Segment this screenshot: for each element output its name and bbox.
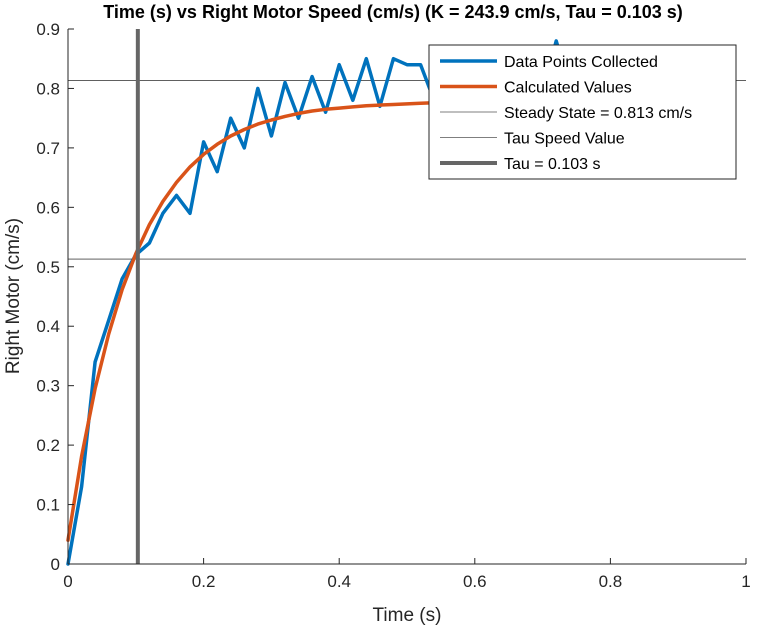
legend-steady-state-label: Steady State = 0.813 cm/s — [504, 105, 692, 122]
y-tick-label: 0.6 — [36, 198, 60, 217]
x-tick-label: 0.2 — [192, 572, 216, 591]
y-tick-label: 0.1 — [36, 496, 60, 515]
ticks: 0 0.2 0.4 0.6 0.8 1 0 0.1 0.2 0.3 0.4 0.5 0.6 0.7 0.8 0… — [36, 20, 750, 591]
x-tick-label: 0.8 — [599, 572, 623, 591]
legend-calculated-values-label: Calculated Values — [504, 80, 632, 97]
y-axis-label: Right Motor (cm/s) — [3, 218, 24, 374]
legend-tau-speed-label: Tau Speed Value — [504, 131, 625, 148]
x-axis-label: Time (s) — [373, 605, 442, 626]
y-tick-label: 0.7 — [36, 139, 60, 158]
y-tick-label: 0.2 — [36, 436, 60, 455]
y-tick-label: 0.4 — [36, 317, 60, 336]
y-tick-label: 0.9 — [36, 20, 60, 39]
legend-data-points-label: Data Points Collected — [504, 54, 658, 71]
x-tick-label: 0 — [63, 572, 72, 591]
chart-title: Time (s) vs Right Motor Speed (cm/s) (K … — [103, 2, 683, 22]
legend: Data Points Collected Calculated Values St… — [428, 44, 737, 180]
y-tick-label: 0 — [51, 555, 60, 574]
x-tick-label: 1 — [741, 572, 750, 591]
y-tick-label: 0.5 — [36, 258, 60, 277]
x-tick-label: 0.6 — [463, 572, 487, 591]
axes — [67, 29, 746, 565]
legend-tau-label: Tau = 0.103 s — [504, 156, 601, 173]
x-tick-label: 0.4 — [327, 572, 351, 591]
y-tick-label: 0.8 — [36, 79, 60, 98]
y-tick-label: 0.3 — [36, 377, 60, 396]
